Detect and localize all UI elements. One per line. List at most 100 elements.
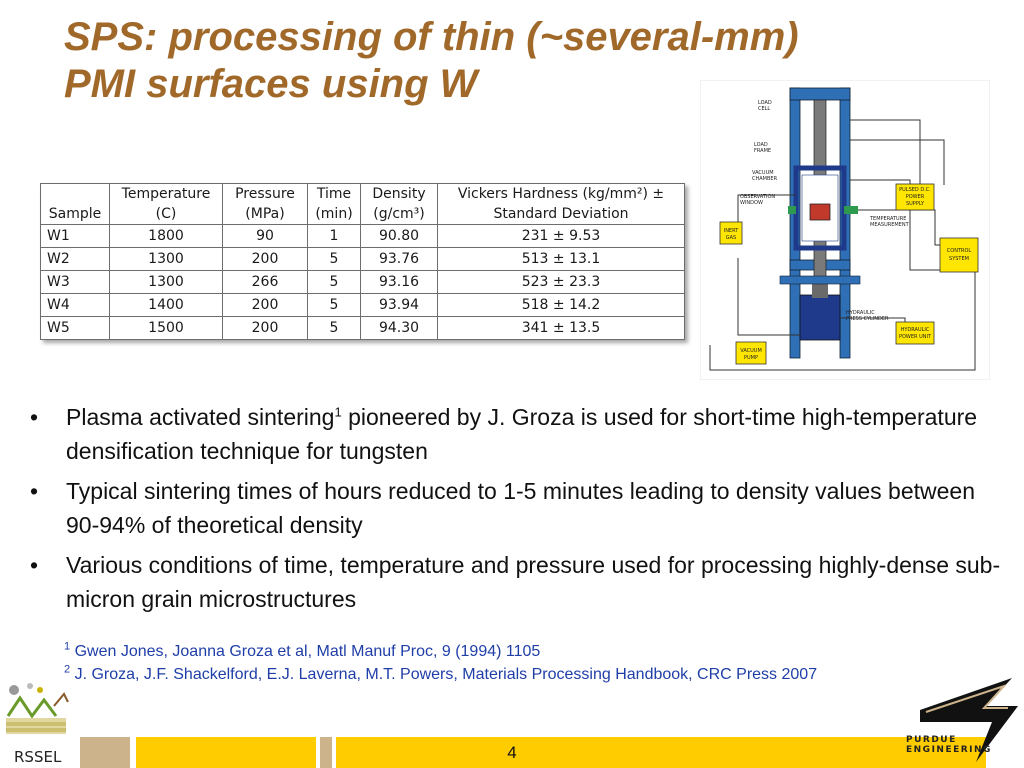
reference-2: 2 J. Groza, J.F. Shackelford, E.J. Laver… bbox=[64, 663, 1024, 686]
cell-temperature: 1500 bbox=[109, 316, 223, 340]
cell-density: 93.94 bbox=[360, 293, 438, 317]
control-system-label-2: SYSTEM bbox=[949, 256, 969, 262]
footer-segment bbox=[80, 737, 130, 768]
cell-sample: W1 bbox=[40, 224, 110, 248]
inert-gas-label-1: INERT bbox=[724, 228, 739, 234]
label-vacuum-chamber-2: CHAMBER bbox=[752, 176, 778, 182]
bullet-list: • Plasma activated sintering1 pioneered … bbox=[30, 400, 1005, 622]
hydraulic-cylinder bbox=[799, 294, 841, 341]
label-load-cell-2: CELL bbox=[758, 106, 770, 112]
list-item: • Plasma activated sintering1 pioneered … bbox=[30, 400, 1005, 468]
purdue-word: PURDUE bbox=[906, 735, 957, 745]
header-hardness-unit: Standard Deviation bbox=[437, 204, 685, 225]
cell-time: 5 bbox=[307, 316, 361, 340]
cell-sample: W4 bbox=[40, 293, 110, 317]
cell-pressure: 266 bbox=[222, 270, 308, 294]
inert-gas-label-2: GAS bbox=[726, 235, 736, 241]
slide-title-line-1: SPS: processing of thin (~several-mm) bbox=[64, 15, 799, 59]
table-row: W3 1300 266 5 93.16 523 ± 23.3 bbox=[40, 270, 685, 294]
engineering-word: ENGINEERING bbox=[906, 745, 992, 755]
cell-pressure: 200 bbox=[222, 247, 308, 271]
label-vacuum-chamber-1: VACUUM bbox=[752, 170, 774, 176]
bullet-text: Various conditions of time, temperature … bbox=[66, 552, 1001, 612]
hydraulic-power-label-1: HYDRAULIC bbox=[901, 327, 930, 333]
cell-time: 5 bbox=[307, 247, 361, 271]
base-plate bbox=[779, 275, 861, 285]
rssel-logo-text: RSSEL bbox=[14, 748, 62, 766]
bullet-dot: • bbox=[30, 404, 39, 430]
bullet-text: Plasma activated sintering bbox=[66, 404, 335, 430]
header-pressure: Pressure bbox=[222, 183, 308, 204]
bullet-dot: • bbox=[30, 552, 39, 578]
cell-time: 1 bbox=[307, 224, 361, 248]
label-hydraulic-press-2: PRESS CYLINDER bbox=[846, 316, 889, 322]
cell-hardness: 518 ± 14.2 bbox=[437, 293, 685, 317]
slide-title: SPS: processing of thin (~several-mm) PM… bbox=[64, 14, 799, 108]
cell-density: 90.80 bbox=[360, 224, 438, 248]
table-row: W2 1300 200 5 93.76 513 ± 13.1 bbox=[40, 247, 685, 271]
vacuum-pump: VACUUM PUMP bbox=[735, 341, 767, 365]
cell-density: 94.30 bbox=[360, 316, 438, 340]
table-row: W4 1400 200 5 93.94 518 ± 14.2 bbox=[40, 293, 685, 317]
cell-hardness: 231 ± 9.53 bbox=[437, 224, 685, 248]
references: 1 Gwen Jones, Joanna Groza et al, Matl M… bbox=[64, 640, 1024, 686]
label-load-frame-1: LOAD bbox=[754, 142, 768, 148]
header-time-unit: (min) bbox=[307, 204, 361, 225]
cell-sample: W3 bbox=[40, 270, 110, 294]
cell-temperature: 1400 bbox=[109, 293, 223, 317]
header-density-unit: (g/cm³) bbox=[360, 204, 438, 225]
purdue-logo bbox=[920, 678, 1018, 762]
reference-text: Gwen Jones, Joanna Groza et al, Matl Man… bbox=[70, 643, 541, 660]
bullet-text: Typical sintering times of hours reduced… bbox=[66, 478, 976, 538]
cell-density: 93.76 bbox=[360, 247, 438, 271]
inert-gas: INERT GAS bbox=[719, 221, 743, 245]
pulsed-dc-power-supply: PULSED D.C. POWER SUPPLY bbox=[895, 183, 935, 211]
reference-1: 1 Gwen Jones, Joanna Groza et al, Matl M… bbox=[64, 640, 1024, 663]
purdue-logo-text: PURDUE ENGINEERING bbox=[906, 735, 992, 755]
vacuum-pump-label-2: PUMP bbox=[744, 355, 758, 361]
reference-text: J. Groza, J.F. Shackelford, E.J. Laverna… bbox=[70, 666, 818, 683]
cylinder-piston bbox=[812, 280, 828, 298]
header-time: Time bbox=[307, 183, 361, 204]
list-item: • Typical sintering times of hours reduc… bbox=[30, 474, 1005, 542]
cell-density: 93.16 bbox=[360, 270, 438, 294]
hydraulic-power-label-2: POWER UNIT bbox=[899, 334, 932, 340]
header-temperature: Temperature bbox=[109, 183, 223, 204]
table-row: W1 1800 90 1 90.80 231 ± 9.53 bbox=[40, 224, 685, 248]
label-load-cell-1: LOAD bbox=[758, 100, 772, 106]
reference-number: 2 bbox=[64, 663, 71, 676]
pulsed-dc-label-3: SUPPLY bbox=[906, 201, 925, 207]
sps-apparatus-diagram: PULSED D.C. POWER SUPPLY CONTROL SYSTEM … bbox=[700, 80, 990, 380]
header-pressure-unit: (MPa) bbox=[222, 204, 308, 225]
reference-number: 1 bbox=[64, 640, 71, 653]
control-system: CONTROL SYSTEM bbox=[939, 237, 979, 273]
cell-hardness: 513 ± 13.1 bbox=[437, 247, 685, 271]
bullet-text-cont: pioneered by J. Groza is used for short-… bbox=[66, 404, 978, 464]
cell-time: 5 bbox=[307, 270, 361, 294]
table-header-row: Sample Temperature Pressure Time Density… bbox=[40, 183, 685, 225]
observation-window-green bbox=[788, 206, 796, 214]
label-load-frame-2: FRAME bbox=[754, 148, 771, 154]
table-row: W5 1500 200 5 94.30 341 ± 13.5 bbox=[40, 316, 685, 340]
cell-hardness: 341 ± 13.5 bbox=[437, 316, 685, 340]
cell-temperature: 1300 bbox=[109, 247, 223, 271]
sps-results-table: Sample Temperature Pressure Time Density… bbox=[40, 183, 685, 340]
bullet-footnote-ref: 1 bbox=[334, 404, 342, 420]
slide-title-line-2: PMI surfaces using W bbox=[64, 62, 478, 106]
cell-pressure: 200 bbox=[222, 293, 308, 317]
logo-atom-icon bbox=[9, 685, 19, 695]
table-header-row: (C) (MPa) (min) (g/cm³) Standard Deviati… bbox=[41, 204, 685, 225]
bullet-dot: • bbox=[30, 478, 39, 504]
label-temperature-2: MEASUREMENT bbox=[870, 222, 910, 228]
vacuum-pump-label-1: VACUUM bbox=[740, 348, 762, 354]
pulsed-dc-label-2: POWER bbox=[906, 194, 925, 200]
label-observation-window-1: OBSERVATION bbox=[740, 194, 775, 200]
footer-segment bbox=[336, 737, 986, 768]
cell-temperature: 1800 bbox=[109, 224, 223, 248]
footer-bar bbox=[80, 737, 1024, 768]
footer-segment bbox=[320, 737, 332, 768]
cell-temperature: 1300 bbox=[109, 270, 223, 294]
cell-sample: W2 bbox=[40, 247, 110, 271]
cell-sample: W5 bbox=[40, 316, 110, 340]
cell-hardness: 523 ± 23.3 bbox=[437, 270, 685, 294]
